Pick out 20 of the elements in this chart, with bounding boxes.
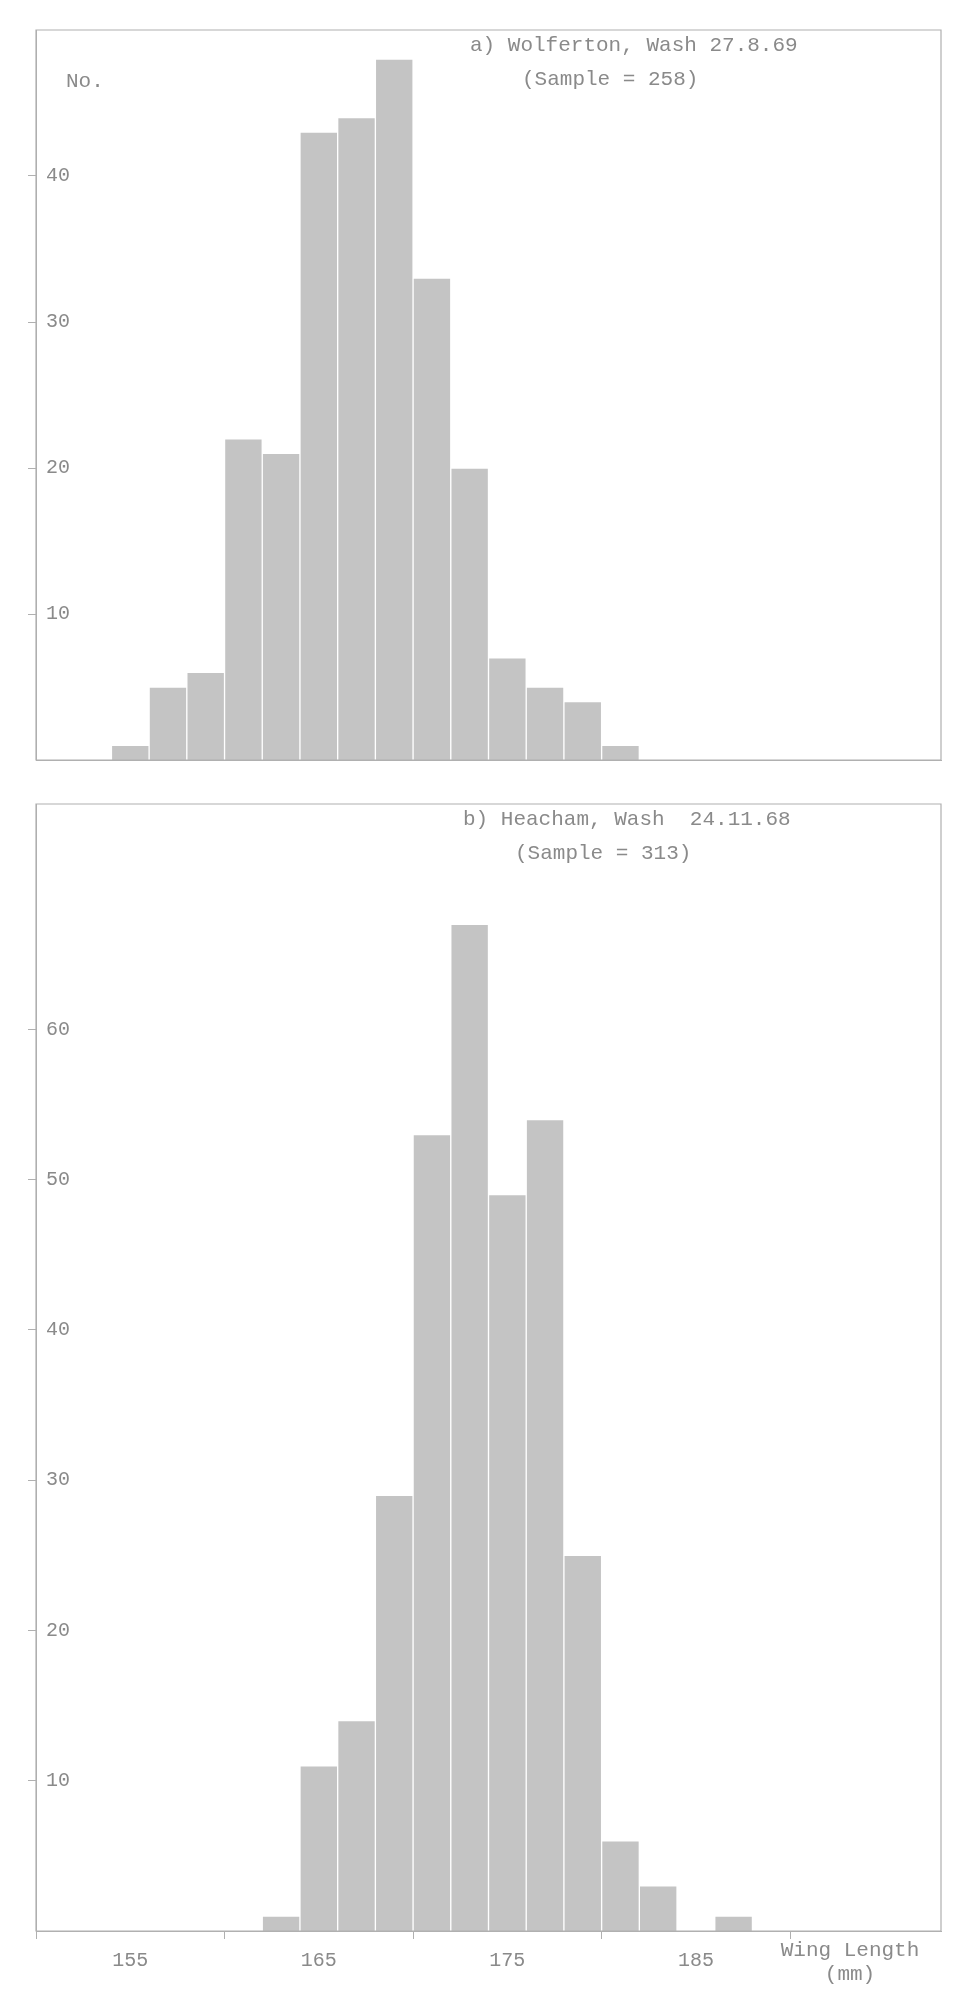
y-tick-label: 20 <box>46 456 71 480</box>
x-axis-title: Wing Length (mm) <box>779 1939 921 1987</box>
y-axis-title: No. <box>66 70 104 93</box>
y-tick-label: 10 <box>46 602 71 626</box>
y-tick-label: 10 <box>46 1769 71 1793</box>
x-tick-label: 175 <box>489 1949 526 1973</box>
y-tick-label: 30 <box>46 310 71 334</box>
y-tick-label: 50 <box>46 1167 71 1191</box>
chart-title: b) Heacham, Wash 24.11.68 <box>463 808 791 831</box>
chart-title: a) Wolferton, Wash 27.8.69 <box>470 34 798 57</box>
x-tick-label: 165 <box>300 1949 337 1973</box>
y-tick-label: 30 <box>46 1468 71 1492</box>
y-tick-label: 40 <box>46 1318 71 1342</box>
text: (Sample = 258) <box>522 68 699 91</box>
text: (Sample = 313) <box>515 842 692 865</box>
y-tick-label: 60 <box>46 1017 71 1041</box>
y-tick-label: 40 <box>46 164 71 188</box>
y-tick-label: 20 <box>46 1618 71 1642</box>
x-tick-label: 185 <box>677 1949 714 1973</box>
x-tick-label: 155 <box>112 1949 149 1973</box>
